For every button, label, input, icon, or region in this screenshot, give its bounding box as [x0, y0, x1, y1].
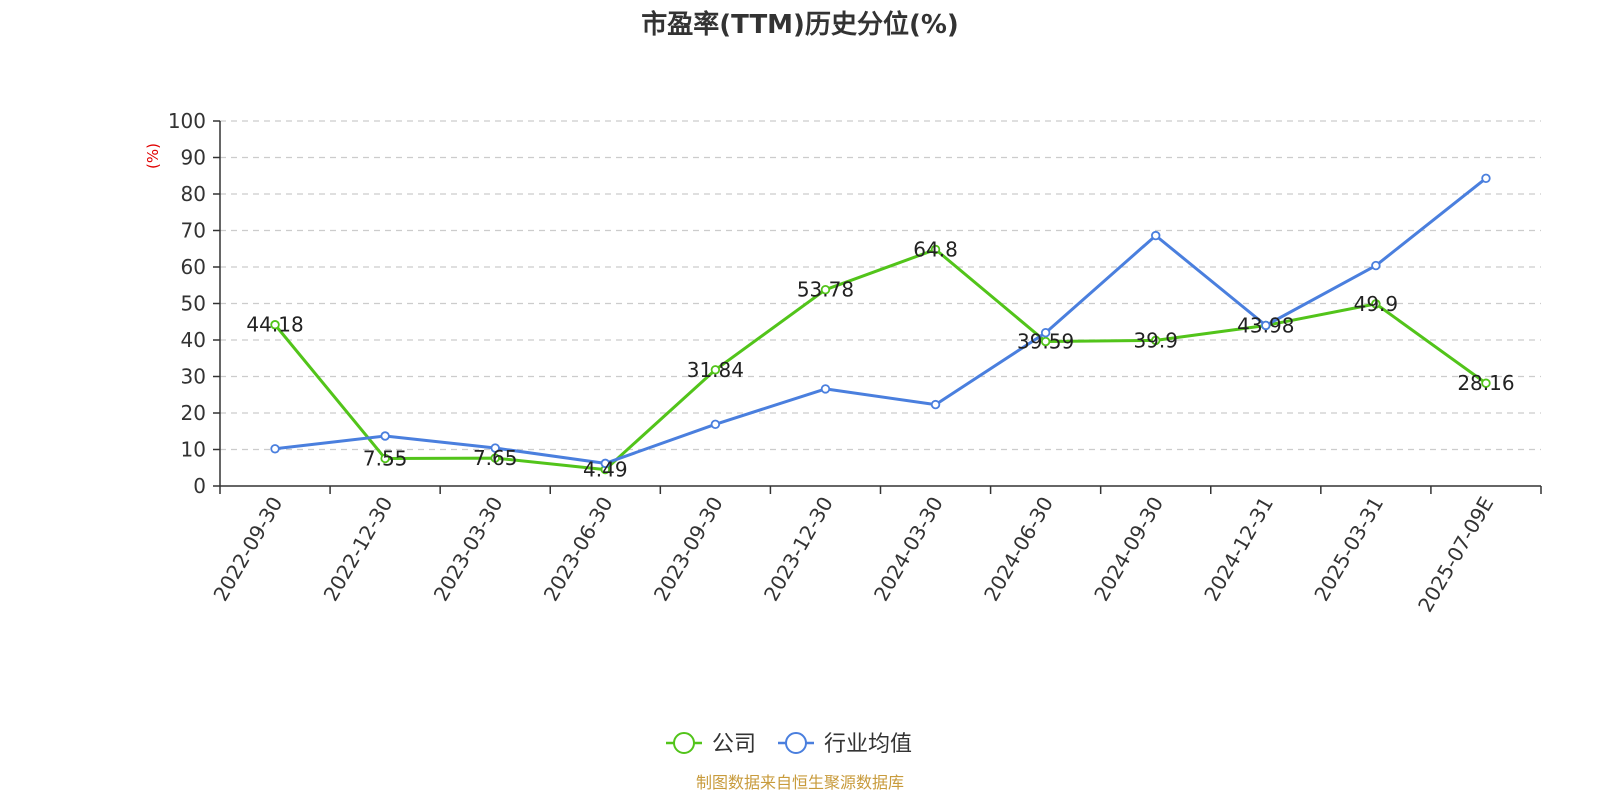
x-tick-label: 2023-03-30: [429, 493, 508, 606]
data-label: 43.98: [1237, 313, 1294, 337]
legend-item-0[interactable]: 公司: [666, 732, 756, 757]
y-tick-label: 40: [181, 328, 206, 352]
y-tick-label: 30: [181, 365, 206, 389]
legend-marker-icon: [673, 732, 695, 754]
x-tick-label: 2022-09-30: [208, 493, 287, 606]
data-point[interactable]: [710, 365, 721, 375]
data-label: 53.78: [797, 278, 854, 302]
data-point[interactable]: [1481, 173, 1491, 184]
data-label: 4.49: [583, 458, 628, 482]
series-line: [274, 177, 1487, 465]
axes: 0 10 20 30 40 50 60 70 80 90 100 2022-09-30 2022-12-…: [168, 109, 1542, 617]
data-label: 64.8: [913, 237, 958, 261]
data-label: 7.65: [473, 446, 518, 470]
data-point[interactable]: [270, 320, 280, 330]
data-point[interactable]: [380, 431, 390, 441]
data-label: 49.9: [1354, 292, 1399, 316]
y-tick-label: 20: [181, 401, 206, 425]
x-tick-label: 2024-03-30: [869, 493, 948, 606]
data-point[interactable]: [1040, 336, 1051, 347]
x-tick-label: 2024-06-30: [979, 493, 1058, 606]
data-label: 7.55: [363, 446, 408, 470]
series-line: [273, 247, 1487, 472]
data-label: 39.59: [1017, 329, 1074, 353]
x-tick-label: 2023-12-30: [759, 493, 838, 606]
series-0: [270, 244, 1491, 475]
legend-label: 公司: [712, 732, 756, 757]
data-point[interactable]: [1261, 320, 1271, 331]
data-label: 44.18: [246, 313, 303, 337]
y-tick-label: 100: [168, 109, 206, 133]
y-tick-label: 0: [193, 474, 206, 498]
data-label: 28.16: [1457, 371, 1514, 395]
data-point[interactable]: [380, 453, 390, 464]
source-note: 制图数据来自恒生聚源数据库: [696, 773, 904, 792]
data-point[interactable]: [1151, 335, 1161, 346]
y-axis-label: (%): [144, 143, 162, 169]
data-point[interactable]: [270, 444, 280, 454]
legend-marker-icon: [785, 732, 807, 754]
series-layer: [270, 173, 1491, 475]
legend[interactable]: 公司 行业均值: [666, 732, 912, 757]
y-tick-label: 60: [181, 255, 206, 279]
data-point[interactable]: [1040, 328, 1051, 338]
x-tick-label: 2023-06-30: [539, 493, 618, 606]
series-1: [270, 173, 1491, 469]
x-tick-label: 2025-03-31: [1309, 493, 1388, 606]
data-point[interactable]: [1151, 230, 1161, 241]
data-point[interactable]: [490, 443, 500, 453]
data-labels: 44.18 7.55 7.65 4.49 31.84 53.78 64.8 39.59 39.9…: [246, 237, 1514, 481]
data-point[interactable]: [930, 244, 941, 255]
grid-lines: [220, 120, 1541, 451]
legend-item-1[interactable]: 行业均值: [778, 732, 912, 757]
data-point[interactable]: [490, 453, 500, 463]
x-tick-label: 2025-07-09E: [1413, 493, 1498, 617]
y-tick-label: 80: [181, 182, 206, 206]
data-point[interactable]: [1371, 299, 1381, 309]
chart-title: 市盈率(TTM)历史分位(%): [641, 9, 959, 40]
y-tick-label: 50: [181, 292, 206, 316]
data-label: 31.84: [687, 358, 744, 382]
legend-label: 行业均值: [824, 732, 912, 757]
x-tick-label: 2024-09-30: [1089, 493, 1168, 606]
data-point[interactable]: [1371, 260, 1381, 271]
data-point[interactable]: [600, 458, 610, 469]
data-label: 39.9: [1133, 328, 1178, 352]
data-point[interactable]: [820, 285, 831, 295]
x-tick-label: 2022-12-30: [319, 493, 398, 606]
data-point[interactable]: [1481, 378, 1491, 388]
x-tick-label: 2024-12-31: [1199, 493, 1278, 606]
y-tick-label: 10: [181, 438, 206, 462]
data-point[interactable]: [710, 419, 721, 430]
y-tick-label: 70: [181, 219, 206, 243]
data-point[interactable]: [820, 384, 831, 394]
x-tick-label: 2023-09-30: [649, 493, 728, 606]
data-point[interactable]: [930, 399, 941, 410]
y-tick-label: 90: [181, 146, 206, 170]
